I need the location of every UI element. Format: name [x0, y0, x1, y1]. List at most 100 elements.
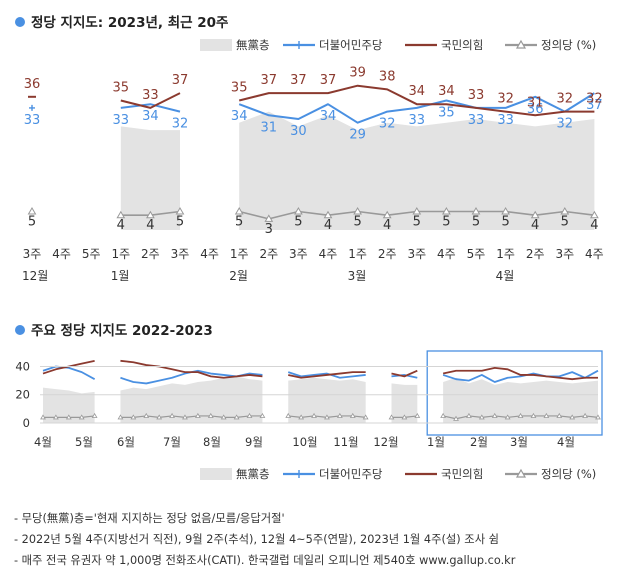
chart1-x-tick-6: 4주 [200, 247, 219, 261]
chart2-x-label-8: 12월 [373, 435, 398, 449]
chart1-point-justice-12 [382, 210, 392, 219]
chart2-point-justice-40 [556, 412, 563, 418]
chart2-legend-marker-3 [515, 468, 527, 478]
chart1-x-tick-9: 3주 [289, 247, 308, 261]
chart2-plot [40, 350, 603, 436]
chart2-point-justice-43 [595, 414, 601, 420]
chart1-point-justice-7 [234, 207, 244, 215]
chart2-y-tick-1: 20 [15, 388, 30, 402]
chart1-label-1-3: 33 [113, 113, 130, 128]
chart1-label-1-0: 33 [24, 113, 41, 128]
chart1-month-label-3: 3월 [348, 269, 367, 283]
chart1-legend-label-0: 無黨층 [236, 38, 270, 52]
chart2-point-justice-39 [543, 412, 550, 418]
chart1-legend-swatch-0 [200, 39, 232, 51]
chart2-point-justice-16 [246, 412, 253, 418]
chart1-label-2-0: 36 [24, 77, 41, 92]
note-no-party: - 무당(無黨)층='현재 지지하는 정당 없음/모름/응답거절' [14, 512, 285, 525]
chart1-label-2-10: 37 [320, 73, 337, 88]
chart2-line-2-segment-2 [288, 371, 366, 379]
chart1-label-1-11: 29 [349, 128, 366, 143]
chart2-x-label-3: 7월 [163, 435, 181, 449]
chart1-label-3-4: 4 [146, 218, 154, 233]
chart2-x-label-7: 11월 [333, 435, 358, 449]
chart1-label-2-16: 32 [497, 92, 514, 107]
chart2-x-label-6: 10월 [292, 435, 317, 449]
chart2-legend: 無黨층 더불어민주당 국민의힘 정의당 (%) [200, 467, 596, 481]
chart2-point-justice-31 [440, 412, 447, 418]
chart1-area-segment-0 [120, 126, 180, 230]
chart2-point-justice-41 [569, 414, 576, 420]
chart1-x-tick-14: 4주 [437, 247, 456, 261]
chart2-highlight-box [426, 350, 603, 436]
chart2-legend-label-3: 정의당 (%) [541, 467, 596, 481]
chart2-point-justice-10 [169, 412, 175, 418]
chart1-label-3-3: 4 [117, 218, 125, 233]
chart2-legend-label-2: 국민의힘 [441, 467, 483, 481]
chart2-x-label-12: 4월 [557, 435, 575, 449]
chart2-title-bullet [15, 325, 25, 335]
chart2-point-justice-9 [156, 414, 163, 420]
chart1-month-label-1: 1월 [111, 269, 130, 283]
chart2-title: 주요 정당 지지도 2022-2023 [31, 322, 213, 339]
chart2-legend-label-0: 無黨층 [236, 467, 270, 481]
chart2-point-justice-29 [414, 412, 421, 418]
chart2-point-justice-35 [491, 412, 498, 418]
chart2-area-segment-2 [288, 377, 366, 423]
chart1-label-3-9: 5 [294, 215, 302, 230]
chart1-point-justice-14 [442, 207, 451, 215]
chart1-label-3-11: 5 [353, 215, 361, 230]
chart2-line-1-segment-2 [287, 371, 366, 379]
chart1-point-justice-0 [27, 207, 37, 215]
chart1-x-tick-8: 2주 [259, 247, 278, 261]
chart2-y-tick-0: 0 [23, 416, 30, 430]
chart1-label-3-17: 4 [531, 218, 539, 233]
note-skipped-weeks: - 2022년 5월 4주(지방선거 직전), 9월 2주(추석), 12월 4… [14, 533, 500, 546]
chart1-point-justice-16 [501, 207, 510, 215]
chart1-point-justice-18 [560, 207, 570, 215]
chart1-area-segment-1 [239, 111, 595, 230]
chart1-label-2-5: 37 [172, 73, 189, 88]
chart2-x-label-10: 2월 [470, 435, 488, 449]
chart2-point-justice-34 [478, 414, 485, 420]
chart2-point-justice-20 [298, 414, 305, 420]
chart2-line-2-segment-3 [391, 369, 418, 378]
chart1-label-1-17: 36 [527, 102, 544, 117]
chart2-x-label-5: 9월 [245, 435, 263, 449]
chart2-line-3-segment-1 [120, 415, 263, 418]
chart1-label-3-16: 5 [501, 215, 509, 230]
chart2-point-justice-32 [453, 415, 459, 421]
chart1-label-1-5: 32 [172, 117, 189, 132]
chart2-line-2-segment-0 [42, 359, 95, 375]
chart2-point-justice-15 [233, 414, 240, 420]
chart2-y-tick-2: 40 [15, 359, 30, 373]
chart1-month-label-2: 2월 [229, 269, 248, 283]
chart1-point-justice-5 [175, 207, 185, 215]
chart2-point-justice-37 [517, 412, 524, 418]
chart1-line-2-segment-1 [120, 92, 181, 109]
chart2-axes: 0 20 40 4월 5월 6월 7월 8월 9월 10월 11월 12월 1월 2월 3월 4월 [15, 359, 598, 449]
chart2-area-segment-3 [391, 383, 418, 423]
chart1-label-3-10: 4 [324, 218, 332, 233]
chart2-x-label-2: 6월 [117, 435, 135, 449]
chart1-legend: 無黨층 더불어민주당 국민의힘 정의당 (%) [200, 38, 596, 52]
chart1-point-justice-19 [590, 210, 599, 219]
chart1-legend-marker-1 [295, 41, 303, 49]
note-source: - 매주 전국 유권자 약 1,000명 전화조사(CATI). 한국갤럽 데일… [14, 554, 516, 567]
chart1-point-justice-9 [294, 207, 303, 215]
chart1-label-1-16: 33 [497, 113, 514, 128]
chart2-area-segment-4 [443, 377, 598, 423]
chart1-label-3-19: 4 [590, 218, 598, 233]
chart1-label-1-8: 31 [261, 120, 278, 135]
chart1-legend-label-1: 더불어민주당 [319, 38, 383, 52]
chart2-area-segment-1 [120, 376, 263, 423]
chart1-label-1-15: 33 [468, 113, 485, 128]
chart1-label-2-13: 34 [409, 84, 426, 99]
chart2-point-justice-12 [194, 412, 201, 418]
chart1-label-1-4: 34 [142, 109, 159, 124]
chart2-x-label-4: 8월 [203, 435, 221, 449]
chart2-x-label-11: 3월 [510, 435, 528, 449]
chart1-legend-marker-3 [515, 39, 527, 49]
chart2-point-justice-3 [78, 414, 85, 420]
